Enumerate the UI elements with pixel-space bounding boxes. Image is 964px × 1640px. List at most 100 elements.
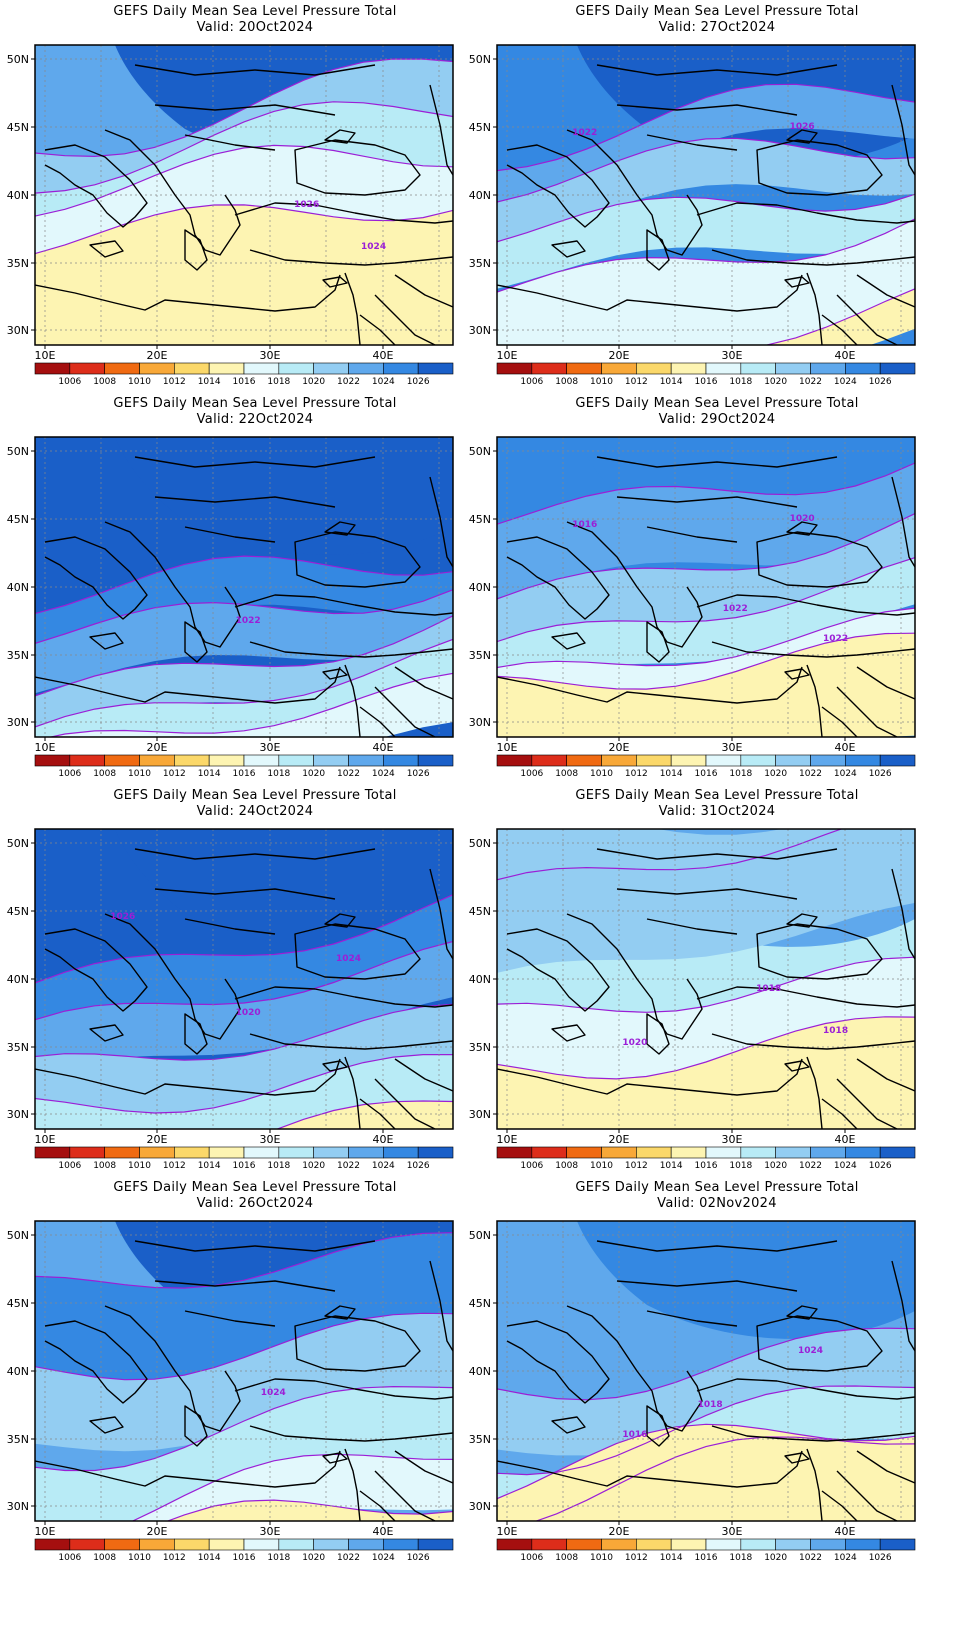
isobar-label: 1026 [110, 912, 135, 922]
coastline [374, 686, 436, 737]
coastline [786, 1305, 818, 1320]
coastlines [497, 64, 915, 345]
coastline [836, 1470, 898, 1521]
coastlines [35, 848, 453, 1129]
colorbar-label: 1026 [869, 377, 892, 387]
colorbar-label: 1008 [93, 1161, 116, 1171]
coastline [646, 1405, 670, 1447]
colorbar-label: 1006 [520, 1161, 543, 1171]
colorbar-swatch [496, 754, 533, 767]
colorbar-swatch [775, 1146, 811, 1159]
coastline [234, 202, 453, 224]
isobar-label: 1024 [361, 242, 386, 252]
colorbar-swatch [139, 1146, 175, 1159]
coastline [551, 1024, 586, 1042]
colorbar-swatch [243, 362, 280, 375]
lon-label: 10E [35, 1525, 56, 1538]
coastline [394, 274, 453, 308]
colorbar-swatch [243, 1538, 280, 1551]
coastline [35, 1450, 341, 1488]
coastline [551, 240, 586, 258]
colorbar-label: 1014 [660, 377, 683, 387]
isobar-line [497, 829, 843, 881]
coastline [394, 666, 453, 700]
colorbar-label: 1018 [729, 769, 752, 779]
coastline [856, 1450, 915, 1484]
pressure-band-1016 [497, 1016, 915, 1129]
coastline [394, 1450, 453, 1484]
pressure-band-1016 [167, 1500, 453, 1521]
coastline [596, 456, 838, 468]
coastline [89, 1416, 124, 1434]
map-fill: 1026 1024 1020 [35, 829, 453, 1129]
lat-label: 40N [7, 973, 29, 986]
lat-label: 50N [469, 445, 491, 458]
coastline [154, 1280, 336, 1292]
lon-label: 20E [147, 741, 168, 754]
lon-label: 30E [260, 1525, 281, 1538]
coastline [154, 496, 336, 508]
map-panel: GEFS Daily Mean Sea Level Pressure Total… [462, 784, 944, 1194]
coastline [134, 1240, 376, 1252]
colorbar-label: 1014 [198, 1553, 221, 1563]
panel-title: GEFS Daily Mean Sea Level Pressure Total [113, 1180, 397, 1195]
coastline [596, 64, 838, 76]
lon-label: 40E [835, 1525, 856, 1538]
lat-label: 50N [7, 837, 29, 850]
colorbar: 1006 1008 1010 1012 1014 1016 1018 1020 1022 1024… [34, 754, 454, 779]
colorbar-label: 1018 [729, 377, 752, 387]
coastline [294, 139, 421, 196]
colorbar-swatch [845, 1146, 881, 1159]
coastline [821, 1098, 858, 1129]
lat-label: 40N [469, 189, 491, 202]
coastline [294, 1315, 421, 1372]
colorbar-label: 1026 [407, 377, 430, 387]
lon-label: 10E [35, 741, 56, 754]
lat-label: 40N [7, 581, 29, 594]
isobar-line [497, 137, 915, 203]
colorbar-swatch [208, 754, 245, 767]
lat-label: 35N [7, 1041, 29, 1054]
colorbar-label: 1018 [267, 377, 290, 387]
colorbar-label: 1026 [869, 769, 892, 779]
lat-label: 50N [469, 837, 491, 850]
isobar-label: 1022 [723, 604, 748, 614]
colorbar-swatch [879, 1538, 916, 1551]
coastline [44, 536, 148, 620]
panel-title: GEFS Daily Mean Sea Level Pressure Total [575, 396, 859, 411]
isobar-label: 1020 [622, 1038, 647, 1048]
lat-label: 40N [469, 1365, 491, 1378]
coastline [184, 1310, 276, 1327]
colorbar-label: 1024 [372, 377, 395, 387]
lat-label: 45N [7, 513, 29, 526]
colorbar-label: 1020 [302, 377, 325, 387]
pressure-band-1022 [35, 1313, 453, 1452]
coastline [497, 666, 803, 704]
coastline [646, 134, 738, 151]
coastline [786, 521, 818, 536]
colorbar-swatch [34, 1146, 71, 1159]
colorbar-label: 1022 [337, 1161, 360, 1171]
colorbar-swatch [705, 1146, 742, 1159]
colorbar-label: 1024 [834, 1553, 857, 1563]
coastline [184, 134, 276, 151]
lon-label: 10E [497, 1133, 518, 1146]
valid-date: Valid: 20Oct2024 [196, 20, 314, 35]
colorbar-swatch [208, 362, 245, 375]
colorbar-label: 1012 [625, 377, 648, 387]
lat-label: 45N [7, 121, 29, 134]
coastline [154, 104, 336, 116]
colorbar: 1006 1008 1010 1012 1014 1016 1018 1020 1022 1024… [34, 1538, 454, 1563]
isobar-line [497, 513, 915, 600]
colorbar-swatch [531, 754, 567, 767]
colorbar-swatch [531, 1538, 567, 1551]
coastline [89, 1024, 124, 1042]
coastline [184, 229, 208, 271]
coastline [616, 888, 798, 900]
colorbar-label: 1016 [695, 377, 718, 387]
coastline [566, 1305, 703, 1432]
lat-label: 50N [469, 1229, 491, 1242]
coastline [44, 1320, 148, 1404]
colorbar-label: 1008 [93, 377, 116, 387]
